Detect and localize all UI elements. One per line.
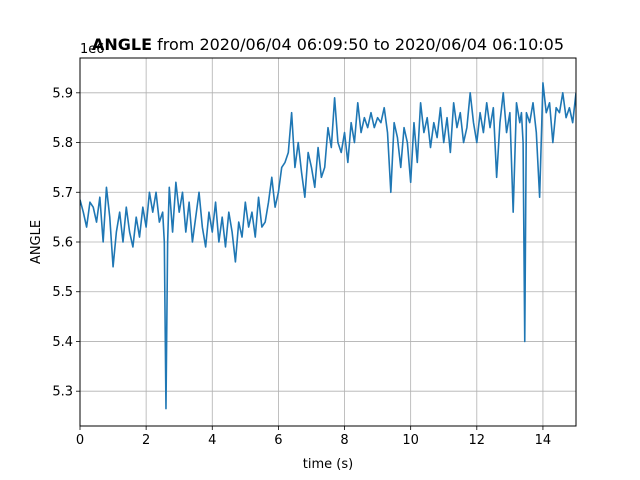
x-tick-label: 0: [76, 433, 84, 448]
y-tick-label: 5.7: [52, 186, 73, 201]
x-tick-label: 2: [142, 433, 150, 448]
x-tick-label: 14: [535, 433, 552, 448]
x-tick-label: 12: [469, 433, 486, 448]
x-axis-label: time (s): [303, 457, 353, 472]
y-tick-label: 5.8: [52, 136, 73, 151]
grid: [79, 58, 576, 426]
x-axis-ticks: 0 2 4 6 8 10 12 14: [76, 426, 551, 448]
chart-title-bold: ANGLE: [92, 35, 152, 54]
series-layer: [80, 82, 576, 410]
y-tick-label: 5.9: [52, 86, 73, 101]
x-tick-label: 8: [340, 433, 348, 448]
x-tick-label: 4: [208, 433, 216, 448]
y-offset-label: 1e6: [80, 42, 105, 57]
y-tick-label: 5.6: [52, 236, 73, 251]
y-tick-label: 5.3: [52, 385, 73, 400]
chart-title-rest: from 2020/06/04 06:09:50 to 2020/06/04 0…: [152, 35, 564, 54]
series-line: [80, 82, 576, 410]
y-tick-label: 5.4: [52, 335, 73, 350]
y-axis-label: ANGLE: [29, 220, 44, 264]
chart-title: ANGLE from 2020/06/04 06:09:50 to 2020/0…: [92, 35, 564, 54]
y-tick-label: 5.5: [52, 285, 73, 300]
x-tick-label: 10: [402, 433, 419, 448]
y-axis-ticks: 5.3 5.4 5.5 5.6 5.7 5.8 5.9: [52, 86, 80, 400]
x-tick-label: 6: [274, 433, 282, 448]
